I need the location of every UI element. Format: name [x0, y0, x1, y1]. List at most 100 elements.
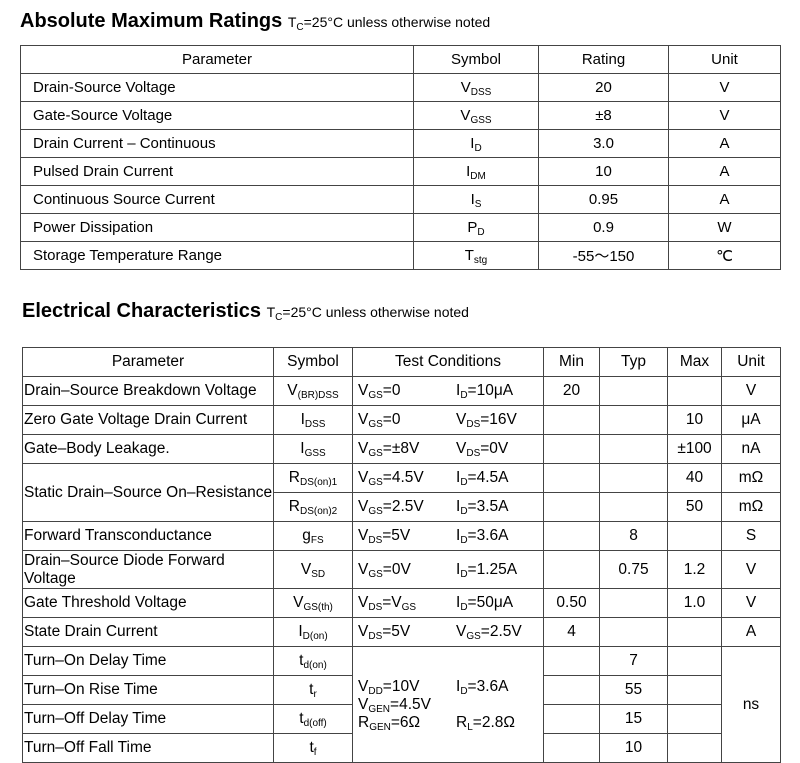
table-row: Zero Gate Voltage Drain Current IDSS VGS=0… — [22, 405, 781, 435]
condition-2: ID=3.6A — [456, 677, 509, 697]
min-cell — [543, 434, 600, 464]
table-row: Storage Temperature Range Tstg -55～150 ℃ — [20, 241, 781, 270]
typ-cell — [599, 617, 668, 647]
parameter-cell: Static Drain–Source On–Resistance — [22, 463, 274, 522]
unit-cell: V — [668, 101, 781, 130]
table-row: Drain Current – Continuous ID 3.0 A — [20, 129, 781, 158]
unit-cell: V — [721, 376, 781, 406]
parameter-cell: Turn–On Rise Time — [22, 675, 274, 705]
parameter-cell: Turn–Off Fall Time — [22, 733, 274, 763]
max-cell: 10 — [667, 405, 722, 435]
test-conditions-cell: VGS=2.5V ID=3.5A — [352, 492, 544, 522]
condition-1: VGEN=4.5V — [358, 695, 431, 715]
table-row: Turn–Off Fall Time tf 10 — [22, 733, 781, 763]
symbol-cell: IS — [413, 185, 539, 214]
symbol-cell: td(on) — [273, 646, 353, 676]
condition-2: ID=50μA — [456, 594, 514, 613]
switching-conditions-cell: VDD=10V ID=3.6A VGEN=4.5V RGEN=6Ω RL=2.8Ω — [352, 646, 544, 763]
table-row: Drain–Source Breakdown Voltage V(BR)DSS VG… — [22, 376, 781, 406]
table-row: Drain–Source Diode Forward Voltage VSD VGS… — [22, 550, 781, 589]
header-row: Parameter Symbol Test Conditions Min Typ Max U… — [22, 347, 781, 377]
amr-title: Absolute Maximum Ratings TC=25°C unless … — [20, 10, 491, 33]
typ-cell — [599, 434, 668, 464]
table-row: Gate-Source Voltage VGSS ±8 V — [20, 101, 781, 130]
symbol-cell: V(BR)DSS — [273, 376, 353, 406]
column-header: Parameter — [22, 347, 274, 377]
min-cell — [543, 646, 600, 676]
unit-cell: mΩ — [721, 463, 781, 493]
symbol-cell: gFS — [273, 521, 353, 551]
unit-cell: mΩ — [721, 492, 781, 522]
table-row: RDS(on)2 VGS=2.5V ID=3.5A 50 mΩ — [23, 492, 781, 522]
condition-2: ID=1.25A — [456, 560, 518, 580]
max-cell: 40 — [667, 463, 722, 493]
condition-2: ID=3.6A — [456, 527, 509, 546]
rating-cell: 3.0 — [538, 129, 669, 158]
condition-1: VGS=2.5V — [358, 498, 424, 517]
condition-line: RGEN=6Ω RL=2.8Ω — [358, 713, 543, 733]
condition-2: ID=3.5A — [456, 498, 509, 517]
condition-1: RGEN=6Ω — [358, 713, 421, 733]
parameter-cell: Drain–Source Breakdown Voltage — [22, 376, 274, 406]
rating-cell: 20 — [538, 73, 669, 102]
unit-cell: A — [668, 129, 781, 158]
symbol-cell: tf — [273, 733, 353, 763]
parameter-cell: Zero Gate Voltage Drain Current — [22, 405, 274, 435]
unit-cell: W — [668, 213, 781, 242]
table-row: Power Dissipation PD 0.9 W — [20, 213, 781, 242]
typ-cell: 0.75 — [599, 550, 668, 589]
symbol-cell: RDS(on)2 — [273, 492, 353, 522]
symbol-cell: VGS(th) — [273, 588, 353, 618]
condition-2: VDS=0V — [456, 440, 509, 459]
typ-cell: 8 — [599, 521, 668, 551]
condition-1: VGS=0 — [358, 411, 401, 430]
max-cell — [667, 617, 722, 647]
max-cell: 1.0 — [667, 588, 722, 618]
parameter-cell: Drain Current – Continuous — [20, 129, 414, 158]
condition-2: VGS=2.5V — [456, 623, 522, 642]
table-row: Continuous Source Current IS 0.95 A — [20, 185, 781, 214]
rating-cell: 0.9 — [538, 213, 669, 242]
header-row: Parameter Symbol Rating Unit — [20, 45, 781, 74]
column-header: Unit — [721, 347, 781, 377]
parameter-cell: Storage Temperature Range — [20, 241, 414, 270]
amr-note: TC=25°C unless otherwise noted — [287, 14, 491, 33]
parameter-cell: Forward Transconductance — [22, 521, 274, 551]
test-conditions-cell: VDS=5V ID=3.6A — [352, 521, 544, 551]
condition-1: VDD=10V — [358, 677, 420, 697]
condition-1: VDS=5V — [358, 623, 411, 642]
table-row: Turn–Off Delay Time td(off) 15 — [22, 704, 781, 734]
unit-cell: A — [668, 157, 781, 186]
min-cell: 4 — [543, 617, 600, 647]
typ-cell — [599, 376, 668, 406]
typ-cell: 10 — [599, 733, 668, 763]
min-cell: 0.50 — [543, 588, 600, 618]
typ-cell — [599, 405, 668, 435]
conditions: VDS=5V ID=3.6A — [354, 527, 543, 546]
unit-cell: A — [721, 617, 781, 647]
symbol-cell: tr — [273, 675, 353, 705]
conditions: VDS=VGS ID=50μA — [354, 594, 543, 613]
table-row: Turn–On Delay Time td(on) VDD=10V ID=3.6A VG… — [22, 646, 781, 763]
absolute-maximum-ratings-table: Parameter Symbol Rating Unit Drain-Source Vo… — [20, 45, 781, 270]
condition-1: VGS=±8V — [358, 440, 420, 459]
rating-cell: 0.95 — [538, 185, 669, 214]
parameter-cell: Continuous Source Current — [20, 185, 414, 214]
rating-cell: -55～150 — [538, 241, 669, 270]
max-cell — [667, 704, 722, 734]
condition-1: VGS=0V — [358, 560, 411, 580]
parameter-cell: Turn–Off Delay Time — [22, 704, 274, 734]
min-cell: 20 — [543, 376, 600, 406]
table-row: Gate Threshold Voltage VGS(th) VDS=VGS ID=5… — [22, 588, 781, 618]
unit-cell: V — [721, 588, 781, 618]
unit-cell: V — [668, 73, 781, 102]
symbol-cell: VGSS — [413, 101, 539, 130]
symbol-cell: td(off) — [273, 704, 353, 734]
parameter-cell: Gate Threshold Voltage — [22, 588, 274, 618]
min-cell — [543, 492, 600, 522]
symbol-cell: Tstg — [413, 241, 539, 270]
table-row: Forward Transconductance gFS VDS=5V ID=3.6A… — [22, 521, 781, 551]
symbol-cell: IGSS — [273, 434, 353, 464]
rating-cell: ±8 — [538, 101, 669, 130]
condition-2: VDS=16V — [456, 411, 517, 430]
